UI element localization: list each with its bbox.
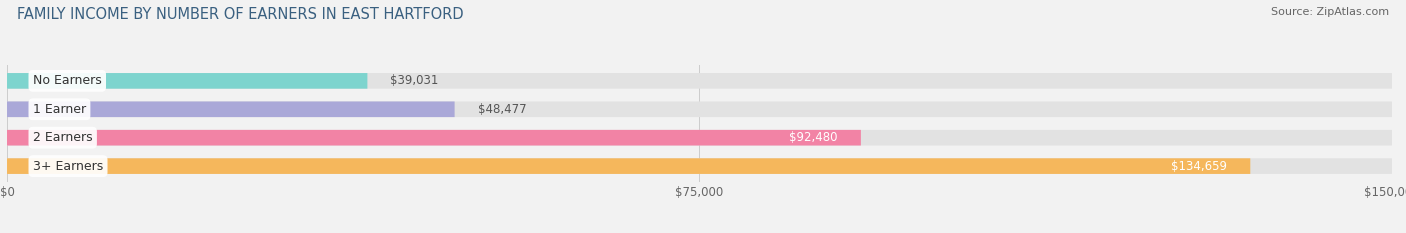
Text: FAMILY INCOME BY NUMBER OF EARNERS IN EAST HARTFORD: FAMILY INCOME BY NUMBER OF EARNERS IN EA… bbox=[17, 7, 464, 22]
FancyBboxPatch shape bbox=[7, 158, 1250, 174]
FancyBboxPatch shape bbox=[7, 130, 1392, 146]
Text: $92,480: $92,480 bbox=[789, 131, 838, 144]
Text: 2 Earners: 2 Earners bbox=[32, 131, 93, 144]
FancyBboxPatch shape bbox=[7, 158, 1392, 174]
FancyBboxPatch shape bbox=[7, 101, 454, 117]
Text: 3+ Earners: 3+ Earners bbox=[32, 160, 103, 173]
FancyBboxPatch shape bbox=[7, 73, 367, 89]
Text: Source: ZipAtlas.com: Source: ZipAtlas.com bbox=[1271, 7, 1389, 17]
FancyBboxPatch shape bbox=[7, 73, 1392, 89]
Text: $39,031: $39,031 bbox=[391, 74, 439, 87]
Text: $48,477: $48,477 bbox=[478, 103, 526, 116]
Text: $134,659: $134,659 bbox=[1171, 160, 1227, 173]
Text: 1 Earner: 1 Earner bbox=[32, 103, 86, 116]
FancyBboxPatch shape bbox=[7, 101, 1392, 117]
Text: No Earners: No Earners bbox=[32, 74, 101, 87]
FancyBboxPatch shape bbox=[7, 130, 860, 146]
